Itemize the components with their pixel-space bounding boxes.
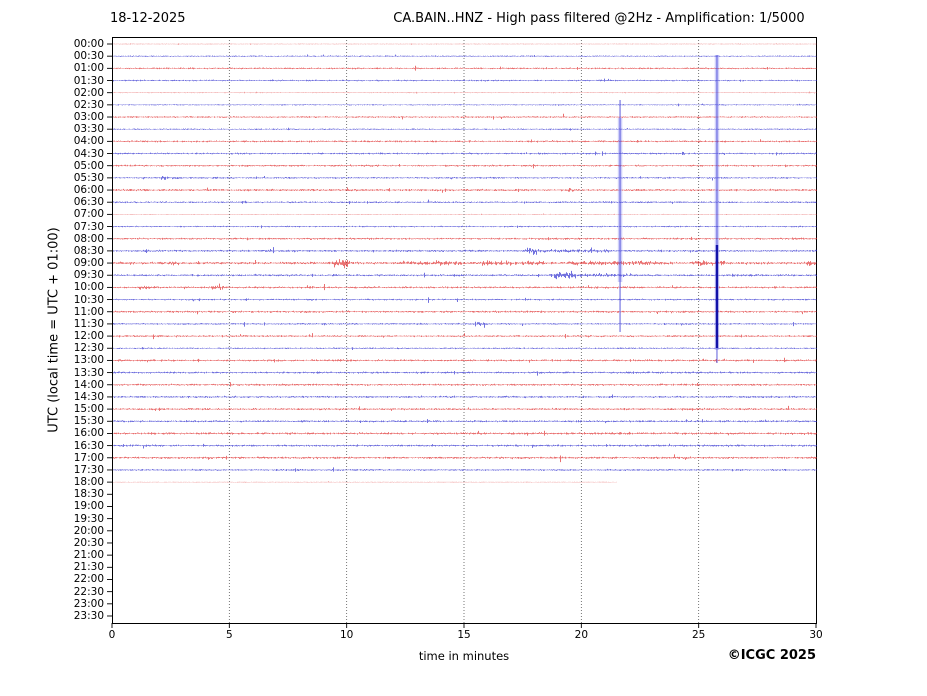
x-tick-label: 0	[108, 629, 116, 641]
x-tick-label: 15	[457, 629, 471, 641]
y-tick-label: 17:30	[73, 463, 104, 476]
y-tick-label: 19:00	[73, 500, 104, 513]
y-tick-label: 10:00	[73, 281, 104, 294]
y-tick-label: 05:30	[73, 171, 104, 184]
y-tick-label: 19:30	[73, 512, 104, 525]
y-tick-label: 15:30	[73, 415, 104, 428]
y-tick-label: 21:30	[73, 561, 104, 574]
y-tick-label: 05:00	[73, 159, 104, 172]
y-tick-label: 20:30	[73, 536, 104, 549]
y-tick-label: 13:30	[73, 366, 104, 379]
y-tick-label: 04:00	[73, 135, 104, 148]
y-tick-label: 14:30	[73, 390, 104, 403]
y-tick-label: 23:00	[73, 597, 104, 610]
y-tick-label: 10:30	[73, 293, 104, 306]
x-tick-label: 30	[809, 629, 823, 641]
y-tick-label: 22:00	[73, 573, 104, 586]
y-tick-label: 08:30	[73, 244, 104, 257]
y-tick-label: 14:00	[73, 378, 104, 391]
x-tick-label: 5	[225, 629, 233, 641]
x-axis-title: time in minutes	[418, 649, 510, 663]
y-tick-label: 04:30	[73, 147, 104, 160]
x-tick-label: 20	[574, 629, 589, 641]
y-tick-label: 16:30	[73, 439, 104, 452]
y-tick-label: 15:00	[73, 403, 104, 416]
y-tick-label: 07:30	[73, 220, 104, 233]
y-tick-label: 03:00	[73, 111, 104, 124]
x-tick-label: 10	[339, 629, 354, 641]
y-tick-label: 22:30	[73, 585, 104, 598]
y-tick-label: 08:00	[73, 232, 104, 245]
y-tick-label: 11:30	[73, 317, 104, 330]
plot-date: 18-12-2025	[110, 11, 186, 26]
y-tick-label: 13:00	[73, 354, 104, 367]
y-tick-label: 18:00	[73, 476, 104, 489]
y-tick-label: 12:00	[73, 330, 104, 343]
y-tick-label: 06:00	[73, 184, 104, 197]
y-tick-label: 18:30	[73, 488, 104, 501]
y-tick-label: 12:30	[73, 342, 104, 355]
y-tick-label: 23:30	[73, 609, 104, 622]
y-tick-label: 00:30	[73, 50, 104, 63]
y-tick-label: 02:30	[73, 98, 104, 111]
y-tick-label: 09:00	[73, 257, 104, 270]
y-tick-label: 02:00	[73, 86, 104, 99]
plot-title: CA.BAIN..HNZ - High pass filtered @2Hz -…	[393, 11, 805, 26]
y-tick-label: 07:00	[73, 208, 104, 221]
y-tick-label: 01:00	[73, 62, 104, 75]
y-tick-label: 09:30	[73, 269, 104, 282]
y-tick-label: 06:30	[73, 196, 104, 209]
y-tick-label: 16:00	[73, 427, 104, 440]
y-tick-label: 20:00	[73, 524, 104, 537]
y-tick-label: 21:00	[73, 549, 104, 562]
copyright-text: ©ICGC 2025	[727, 648, 816, 663]
x-tick-label: 25	[691, 629, 706, 641]
y-tick-label: 17:00	[73, 451, 104, 464]
y-tick-label: 00:00	[73, 38, 104, 50]
y-tick-label: 01:30	[73, 74, 104, 87]
y-tick-label: 03:30	[73, 123, 104, 136]
y-tick-label: 11:00	[73, 305, 104, 318]
